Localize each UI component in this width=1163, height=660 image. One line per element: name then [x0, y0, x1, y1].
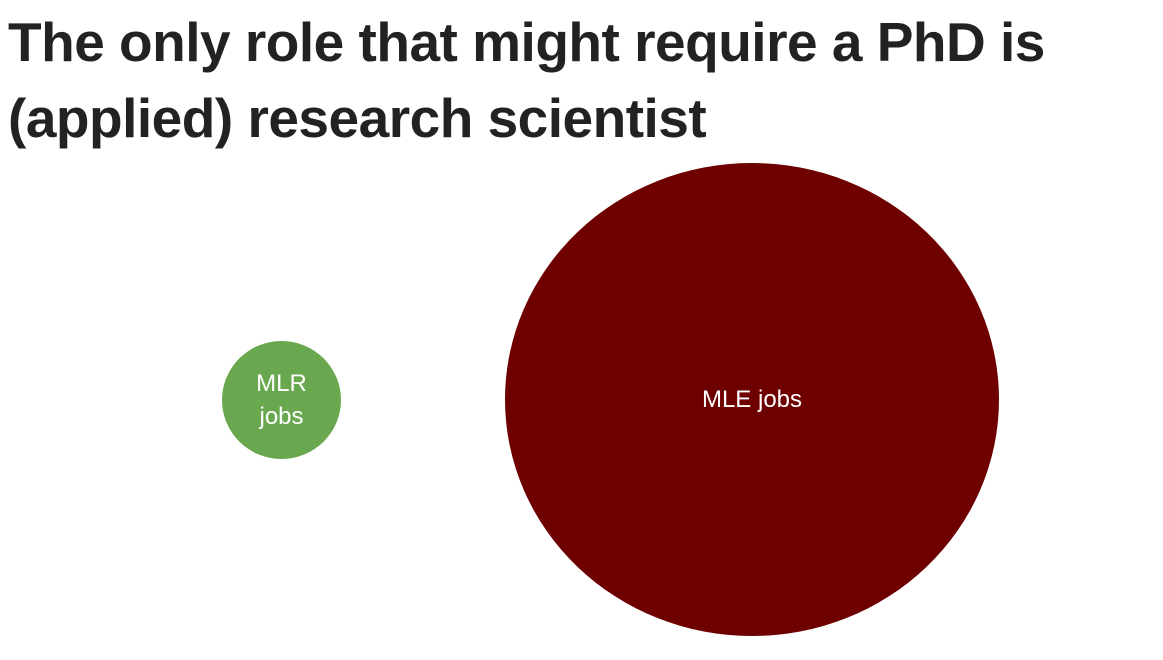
node-label: MLE jobs	[701, 385, 803, 413]
node-label: MLR jobs	[256, 370, 307, 430]
mlr-circle: MLR jobs	[222, 341, 341, 459]
slide-title: The only role that might require a PhD i…	[8, 11, 1045, 149]
mle-circle: MLE jobs	[505, 163, 999, 636]
